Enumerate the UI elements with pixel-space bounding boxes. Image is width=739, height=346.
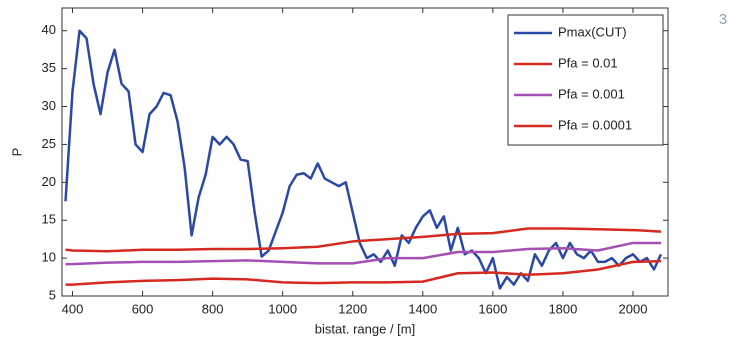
x-tick-label: 800 [202, 301, 224, 316]
legend-label: Pfa = 0.01 [558, 55, 618, 70]
x-tick-label: 600 [132, 301, 154, 316]
plot-frame [61, 7, 669, 297]
y-tick-label: 15 [42, 212, 56, 227]
x-tick-label: 1800 [548, 301, 577, 316]
x-tick-label: 1400 [408, 301, 437, 316]
legend-label: Pmax(CUT) [558, 24, 627, 39]
x-tick-label: 1200 [338, 301, 367, 316]
data-line [64, 29, 663, 290]
y-axis-label: P [9, 148, 24, 157]
y-tick-label: 30 [42, 98, 56, 113]
x-tick-label: 400 [62, 301, 84, 316]
legend-label: Pfa = 0.0001 [558, 117, 632, 132]
x-tick-label: 1600 [478, 301, 507, 316]
data-line [65, 259, 662, 286]
x-tick-label: 2000 [619, 301, 648, 316]
y-tick-label: 35 [42, 60, 56, 75]
y-tick-label: 40 [42, 22, 56, 37]
data-line [65, 227, 662, 253]
legend-box [507, 14, 664, 146]
y-tick-label: 10 [42, 250, 56, 265]
y-tick-label: 5 [49, 287, 56, 302]
legend-label: Pfa = 0.001 [558, 86, 625, 101]
y-tick-label: 25 [42, 136, 56, 151]
y-tick-label: 20 [42, 174, 56, 189]
x-tick-label: 1000 [268, 301, 297, 316]
x-axis-label: bistat. range / [m] [315, 321, 415, 336]
page-number: 3 [719, 11, 727, 28]
data-line [65, 241, 661, 266]
